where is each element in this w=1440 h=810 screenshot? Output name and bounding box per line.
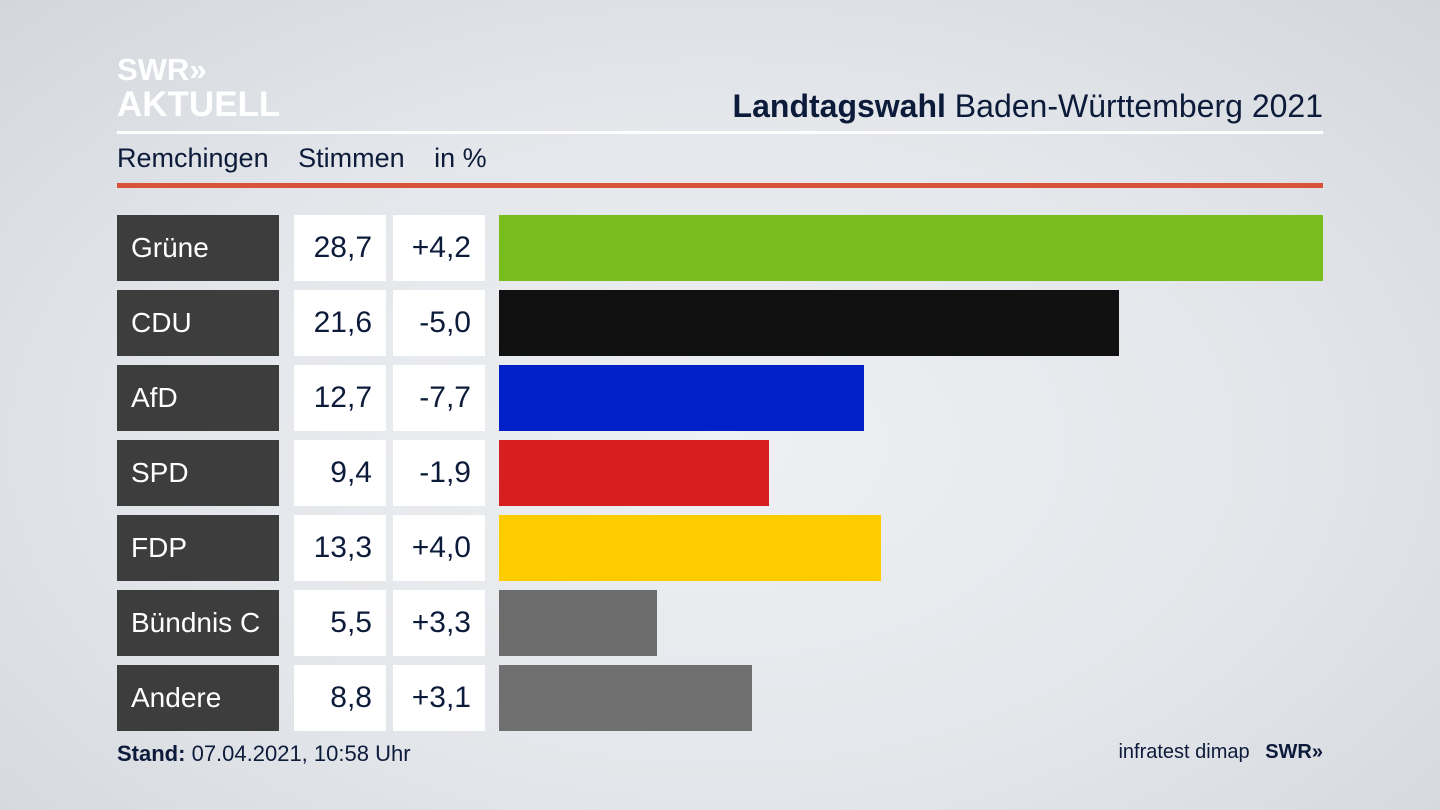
result-row: SPD 9,4 -1,9 xyxy=(117,440,1323,506)
vote-share-label: 12,7 xyxy=(294,365,386,431)
result-row: CDU 21,6 -5,0 xyxy=(117,290,1323,356)
vote-share-label: 8,8 xyxy=(294,665,386,731)
result-row: FDP 13,3 +4,0 xyxy=(117,515,1323,581)
party-label: AfD xyxy=(117,365,279,431)
stand-label: Stand: xyxy=(117,741,186,766)
result-row: Andere 8,8 +3,1 xyxy=(117,665,1323,731)
metric-label: Stimmen xyxy=(298,143,405,173)
place-label: Remchingen xyxy=(117,143,269,173)
party-label: CDU xyxy=(117,290,279,356)
result-bar xyxy=(499,365,864,431)
source-label: infratest dimap xyxy=(1118,741,1250,763)
logo-line-1: SWR» xyxy=(117,52,207,87)
change-label: +3,1 xyxy=(393,665,485,731)
result-row: Bündnis C 5,5 +3,3 xyxy=(117,590,1323,656)
change-label: +3,3 xyxy=(393,590,485,656)
result-bar xyxy=(499,665,752,731)
party-label: Andere xyxy=(117,665,279,731)
unit-label: in % xyxy=(434,143,487,173)
chart-title: Landtagswahl Baden-Württemberg 2021 xyxy=(733,88,1323,125)
change-label: +4,0 xyxy=(393,515,485,581)
change-label: +4,2 xyxy=(393,215,485,281)
result-row: AfD 12,7 -7,7 xyxy=(117,365,1323,431)
party-label: SPD xyxy=(117,440,279,506)
timestamp: Stand: 07.04.2021, 10:58 Uhr xyxy=(117,741,411,767)
result-bar xyxy=(499,440,769,506)
swr-aktuell-logo: SWR» AKTUELL xyxy=(117,54,280,122)
logo-line-2: AKTUELL xyxy=(117,85,281,124)
stand-value: 07.04.2021, 10:58 Uhr xyxy=(191,741,411,766)
party-label: Grüne xyxy=(117,215,279,281)
vote-share-label: 9,4 xyxy=(294,440,386,506)
subheader: Remchingen Stimmen in % xyxy=(117,143,487,174)
change-label: -7,7 xyxy=(393,365,485,431)
source-credit: infratest dimap SWR» xyxy=(1118,741,1323,764)
change-label: -1,9 xyxy=(393,440,485,506)
header-divider xyxy=(117,131,1323,134)
result-bar xyxy=(499,590,657,656)
party-label: FDP xyxy=(117,515,279,581)
result-bar xyxy=(499,290,1119,356)
result-bar xyxy=(499,515,881,581)
vote-share-label: 5,5 xyxy=(294,590,386,656)
vote-share-label: 13,3 xyxy=(294,515,386,581)
title-rest: Baden-Württemberg 2021 xyxy=(954,88,1323,124)
party-label: Bündnis C xyxy=(117,590,279,656)
title-bold: Landtagswahl xyxy=(732,88,946,124)
vote-share-label: 21,6 xyxy=(294,290,386,356)
result-row: Grüne 28,7 +4,2 xyxy=(117,215,1323,281)
change-label: -5,0 xyxy=(393,290,485,356)
swr-footer-logo: SWR» xyxy=(1265,741,1323,763)
result-bar xyxy=(499,215,1323,281)
accent-divider xyxy=(117,183,1323,188)
vote-share-label: 28,7 xyxy=(294,215,386,281)
